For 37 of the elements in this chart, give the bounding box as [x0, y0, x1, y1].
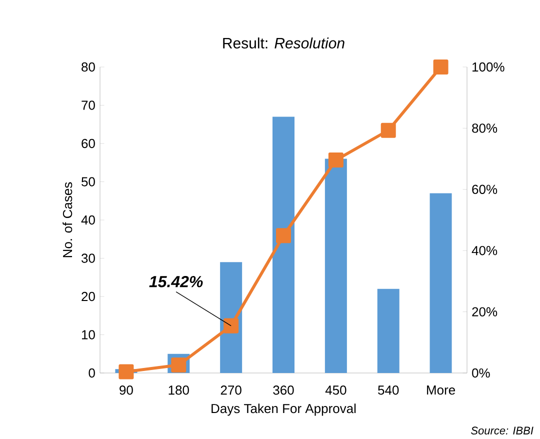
y-tick-label: 80 — [82, 62, 95, 72]
point — [118, 364, 134, 380]
y-axis-title: No. of Cases — [62, 182, 72, 258]
x-tick-label: 270 — [220, 386, 242, 395]
x-tick-label: 180 — [168, 386, 189, 395]
y2-tick-label: 20% — [472, 307, 498, 316]
x-tick-label: 90 — [120, 386, 133, 395]
y-tick-label: 70 — [82, 100, 95, 110]
y2-tick-label: 100% — [472, 62, 504, 72]
y-tick-label: 10 — [82, 330, 95, 340]
x-tick-label: 450 — [325, 386, 346, 395]
bar — [377, 288, 400, 373]
y2-tick-label: 40% — [472, 246, 498, 256]
y-tick-label: 40 — [81, 215, 95, 225]
chart-title: Result: Resolution — [223, 37, 344, 48]
y-tick-label: 20 — [82, 292, 95, 302]
point — [276, 228, 292, 244]
bar — [272, 116, 294, 373]
y2-tick-label: 0% — [472, 368, 490, 378]
y-tick-label: 30 — [82, 254, 95, 263]
x-axis-title: Days Taken For Approval — [212, 404, 356, 416]
x-tick-label: 540 — [378, 386, 399, 395]
x-tick-label: 360 — [273, 386, 294, 395]
y-tick-label: 50 — [82, 177, 95, 186]
point — [380, 122, 396, 138]
point — [433, 59, 448, 74]
y2-tick-label: 80% — [472, 124, 498, 133]
annotation: 15.42% — [149, 276, 203, 288]
source-note: Source: IBBI — [471, 426, 534, 434]
bar — [324, 158, 347, 373]
y-tick-label: 60 — [82, 138, 95, 148]
y2-tick-label: 60% — [472, 184, 498, 194]
bar — [430, 193, 452, 373]
point — [224, 318, 239, 334]
point — [328, 152, 344, 168]
x-tick-label: More — [427, 386, 456, 395]
y-tick-label: 0 — [88, 368, 95, 378]
